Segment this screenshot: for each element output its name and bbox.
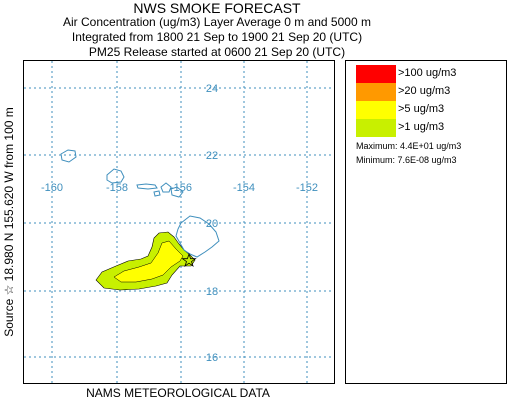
- kauai-island: [60, 149, 77, 163]
- legend-swatch: [356, 65, 396, 83]
- lat-tick-label: 16: [206, 352, 218, 364]
- source-label-wrap: Source ☆ 18.980 N 155.620 W from 100 m: [0, 60, 18, 384]
- lat-tick-label: 24: [206, 83, 218, 95]
- smoke-plume: [95, 231, 196, 291]
- oahu-island: [106, 168, 125, 184]
- lat-tick-label: 18: [206, 286, 218, 298]
- met-data-source: NAMS METEOROLOGICAL DATA: [86, 386, 270, 400]
- legend-swatch: [356, 101, 396, 119]
- integration-period: Integrated from 1800 21 Sep to 1900 21 S…: [71, 30, 363, 44]
- legend-item-100: >100 ug/m3: [356, 65, 506, 83]
- legend-swatch: [356, 119, 396, 137]
- legend-label: >20 ug/m3: [398, 85, 451, 97]
- molokai-island: [136, 183, 158, 190]
- plume-inner-gt5: [113, 240, 184, 283]
- legend-label: >1 ug/m3: [398, 121, 445, 133]
- lanai-island: [153, 190, 161, 197]
- graticule: [24, 61, 334, 383]
- legend: >100 ug/m3 >20 ug/m3 >5 ug/m3 >1 ug/m3 M…: [345, 60, 507, 384]
- lon-tick-label: -158: [106, 182, 128, 194]
- smoke-map: -160 -158 -156 -154 -152 24 22 20 18 16: [23, 60, 335, 384]
- source-star-icon: [181, 252, 197, 268]
- hawaii-island: [175, 215, 220, 258]
- legend-item-5: >5 ug/m3: [356, 101, 506, 119]
- legend-label: >5 ug/m3: [398, 103, 445, 115]
- legend-swatch: [356, 83, 396, 101]
- lon-tick-label: -160: [41, 182, 63, 194]
- max-concentration: Maximum: 4.4E+01 ug/m3: [356, 141, 462, 151]
- forecast-title: NWS SMOKE FORECAST: [133, 0, 301, 16]
- lon-tick-label: -156: [170, 182, 192, 194]
- release-start: PM25 Release started at 0600 21 Sep 20 (…: [88, 45, 346, 59]
- map-svg: -160 -158 -156 -154 -152 24 22 20 18 16: [24, 61, 334, 383]
- lon-tick-label: -154: [233, 182, 255, 194]
- maui-east: [170, 186, 184, 198]
- legend-item-20: >20 ug/m3: [356, 83, 506, 101]
- source-label: Source ☆ 18.980 N 155.620 W from 100 m: [2, 107, 16, 337]
- maui-west: [160, 182, 172, 193]
- legend-label: >100 ug/m3: [398, 67, 457, 79]
- lon-tick-label: -152: [296, 182, 318, 194]
- lat-tick-label: 22: [206, 150, 218, 162]
- lat-tick-label: 20: [206, 218, 218, 230]
- min-concentration: Minimum: 7.6E-08 ug/m3: [356, 155, 457, 165]
- legend-item-1: >1 ug/m3: [356, 119, 506, 137]
- coastline: [60, 149, 220, 258]
- concentration-subtitle: Air Concentration (ug/m3) Layer Average …: [63, 15, 371, 29]
